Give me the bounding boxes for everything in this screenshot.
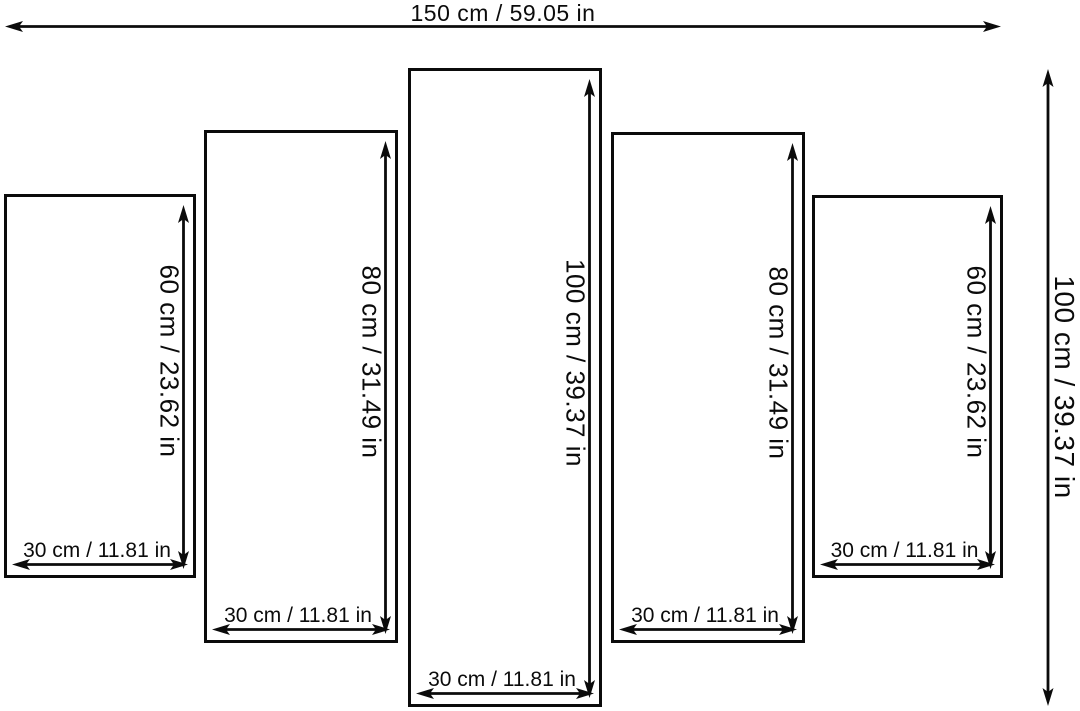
panel-3-width-label: 30 cm / 11.81 in [428, 668, 576, 691]
total-height-label: 100 cm / 39.37 in [1049, 275, 1080, 499]
panel-2-width-arrow [211, 623, 391, 636]
panel-5: 60 cm / 23.62 in 30 cm / 11.81 in [812, 195, 1003, 578]
total-width-arrow [4, 19, 1002, 34]
panel-2: 80 cm / 31.49 in 30 cm / 11.81 in [204, 130, 398, 643]
panel-4-height-label: 80 cm / 31.49 in [763, 266, 794, 459]
panel-2-width-label: 30 cm / 11.81 in [224, 604, 372, 627]
panel-5-width-arrow [819, 558, 996, 571]
total-height-arrow [1041, 68, 1055, 707]
panel-2-height-arrow [379, 140, 392, 635]
panel-4-height-arrow [786, 142, 799, 635]
panel-5-height-arrow [984, 205, 997, 570]
panel-1-height-arrow [177, 204, 190, 570]
panel-1-width-arrow [11, 558, 189, 571]
panel-3-width-arrow [415, 687, 595, 700]
panel-3: 100 cm / 39.37 in 30 cm / 11.81 in [408, 68, 602, 707]
panel-1-height-label: 60 cm / 23.62 in [154, 264, 185, 458]
panel-1-width-label: 30 cm / 11.81 in [23, 539, 171, 562]
panel-2-height-label: 80 cm / 31.49 in [356, 265, 387, 458]
panel-3-height-arrow [583, 78, 596, 699]
total-width-label: 150 cm / 59.05 in [410, 0, 596, 26]
panel-3-height-label: 100 cm / 39.37 in [560, 258, 591, 467]
panel-4-width-arrow [618, 623, 798, 636]
panel-4: 80 cm / 31.49 in 30 cm / 11.81 in [611, 132, 805, 643]
panel-5-width-label: 30 cm / 11.81 in [830, 539, 979, 562]
panel-1: 60 cm / 23.62 in 30 cm / 11.81 in [4, 194, 196, 578]
panel-5-height-label: 60 cm / 23.62 in [961, 265, 992, 458]
panel-4-width-label: 30 cm / 11.81 in [631, 604, 779, 627]
